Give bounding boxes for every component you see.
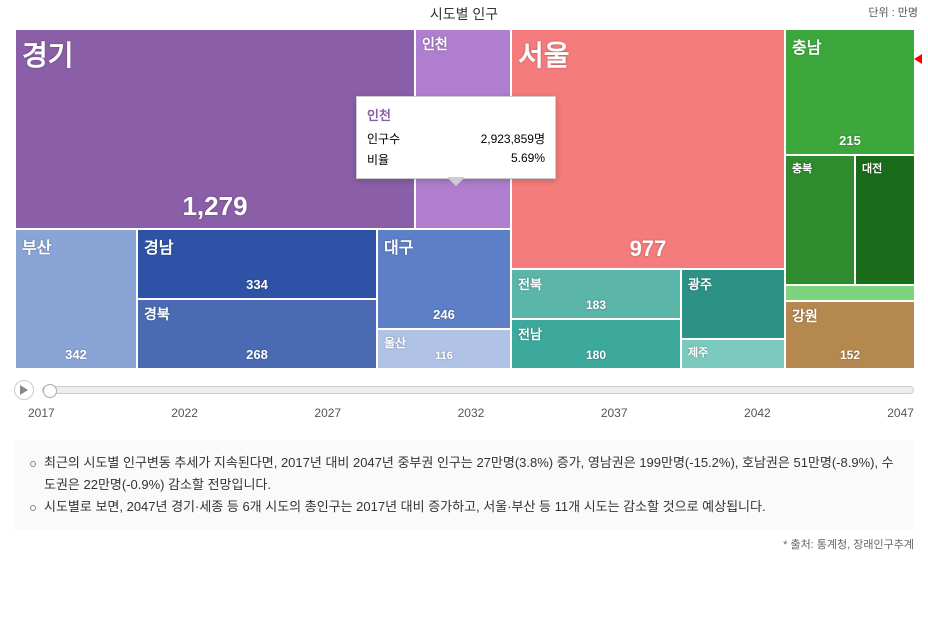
timeline-year: 2042 xyxy=(744,406,771,420)
timeline-slider[interactable] xyxy=(42,386,914,394)
source-text: * 출처: 통계청, 장래인구추계 xyxy=(14,536,914,552)
cell-label: 부산 xyxy=(22,234,51,258)
treemap-cell-jeonnam[interactable]: 전남 180 xyxy=(511,319,681,369)
timeline-year: 2037 xyxy=(601,406,628,420)
tooltip-title: 인천 xyxy=(367,105,545,124)
timeline-year: 2017 xyxy=(28,406,55,420)
cell-label: 경남 xyxy=(144,234,173,258)
tooltip-row-label: 인구수 xyxy=(367,130,400,147)
cell-label: 제주 xyxy=(688,344,708,360)
play-button[interactable] xyxy=(14,380,34,400)
treemap-cell-gyeonggi[interactable]: 경기 1,279 xyxy=(15,29,415,229)
cell-label: 충북 xyxy=(792,160,812,176)
timeline-year: 2032 xyxy=(458,406,485,420)
cell-label: 경기 xyxy=(22,34,74,74)
timeline-year: 2022 xyxy=(171,406,198,420)
timeline-track xyxy=(14,380,914,400)
cell-value: 246 xyxy=(433,307,455,322)
timeline-year: 2047 xyxy=(887,406,914,420)
slider-handle[interactable] xyxy=(43,384,57,398)
cell-label: 대전 xyxy=(862,160,882,176)
tooltip-row-label: 비율 xyxy=(367,151,389,168)
tooltip-arrow xyxy=(448,178,464,186)
cell-value: 268 xyxy=(246,347,268,362)
chart-title: 시도별 인구 xyxy=(0,0,928,28)
red-arrow-marker xyxy=(914,54,922,64)
cell-label: 충남 xyxy=(792,34,821,58)
cell-value: 180 xyxy=(586,348,606,362)
tooltip-row-value: 2,923,859명 xyxy=(481,130,545,147)
note-item: 최근의 시도별 인구변동 추세가 지속된다면, 2017년 대비 2047년 중… xyxy=(30,452,898,496)
cell-label: 서울 xyxy=(518,34,570,74)
timeline-labels: 2017 2022 2027 2032 2037 2042 2047 xyxy=(14,406,914,420)
cell-value: 183 xyxy=(586,298,606,312)
timeline-year: 2027 xyxy=(314,406,341,420)
tooltip-row-value: 5.69% xyxy=(511,151,545,168)
chart-container: 시도별 인구 단위 : 만명 경기 1,279 인천부산 342 경남 334 경북 268 대… xyxy=(0,0,928,552)
cell-label: 울산 xyxy=(384,334,406,351)
cell-value: 1,279 xyxy=(182,191,247,222)
tooltip: 인천 인구수 2,923,859명비율 5.69% xyxy=(356,96,556,179)
play-icon xyxy=(20,385,28,395)
treemap-cell-daejeon[interactable]: 대전 xyxy=(855,155,915,285)
cell-value: 342 xyxy=(65,347,87,362)
treemap-cell-busan[interactable]: 부산 342 xyxy=(15,229,137,369)
cell-label: 전남 xyxy=(518,324,542,343)
tooltip-rows: 인구수 2,923,859명비율 5.69% xyxy=(367,128,545,170)
cell-value: 152 xyxy=(840,348,860,362)
treemap-cell-ulsan[interactable]: 울산 116 xyxy=(377,329,511,369)
cell-value: 215 xyxy=(839,133,861,148)
treemap-cell-daegu[interactable]: 대구 246 xyxy=(377,229,511,329)
note-item: 시도별로 보면, 2047년 경기·세종 등 6개 시도의 총인구는 2017년… xyxy=(30,496,898,518)
treemap-cell-gyeongbuk[interactable]: 경북 268 xyxy=(137,299,377,369)
chart-unit: 단위 : 만명 xyxy=(868,4,918,20)
cell-label: 강원 xyxy=(792,306,818,326)
treemap: 경기 1,279 인천부산 342 경남 334 경북 268 대구 246 울산 116 서울 977 전… xyxy=(14,28,914,368)
cell-value: 334 xyxy=(246,277,268,292)
treemap-cell-gwangju[interactable]: 광주 xyxy=(681,269,785,339)
tooltip-row: 비율 5.69% xyxy=(367,149,545,170)
treemap-cell-jeju[interactable]: 제주 xyxy=(681,339,785,369)
treemap-cell-sejong[interactable] xyxy=(785,285,915,301)
cell-value: 977 xyxy=(630,236,667,262)
cell-label: 경북 xyxy=(144,304,170,324)
cell-value: 116 xyxy=(435,350,453,362)
notes-panel: 최근의 시도별 인구변동 추세가 지속된다면, 2017년 대비 2047년 중… xyxy=(14,440,914,530)
treemap-cell-chungbuk[interactable]: 충북 xyxy=(785,155,855,285)
tooltip-row: 인구수 2,923,859명 xyxy=(367,128,545,149)
notes-list: 최근의 시도별 인구변동 추세가 지속된다면, 2017년 대비 2047년 중… xyxy=(30,452,898,518)
treemap-cell-chungnam[interactable]: 충남 215 xyxy=(785,29,915,155)
cell-label: 전북 xyxy=(518,274,542,293)
cell-label: 인천 xyxy=(422,34,448,54)
cell-label: 대구 xyxy=(384,234,413,258)
timeline: 2017 2022 2027 2032 2037 2042 2047 xyxy=(14,380,914,420)
treemap-cell-gyeongnam[interactable]: 경남 334 xyxy=(137,229,377,299)
treemap-cell-gangwon[interactable]: 강원 152 xyxy=(785,301,915,369)
treemap-cell-jeonbuk[interactable]: 전북 183 xyxy=(511,269,681,319)
cell-label: 광주 xyxy=(688,274,712,293)
